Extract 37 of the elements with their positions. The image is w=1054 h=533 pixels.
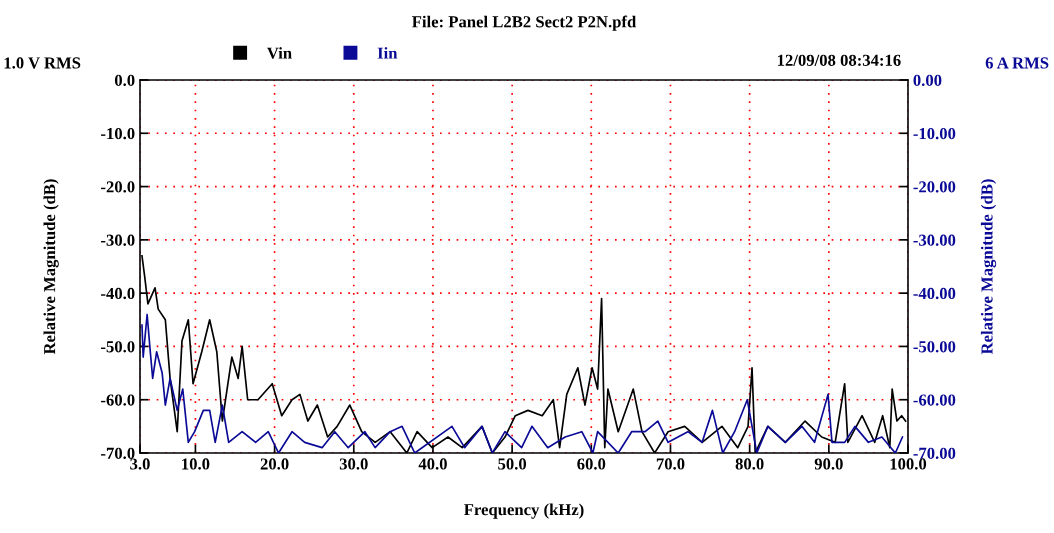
y-tick-label: -20.0: [101, 181, 135, 193]
y2-tick-label: -30.00: [913, 234, 956, 246]
y2-tick-label: -70.00: [913, 447, 956, 460]
y2-tick-label: -10.00: [913, 127, 956, 140]
y-tick-label: -30.0: [101, 234, 135, 246]
y-tick-label: -40.0: [101, 287, 135, 300]
text: 12/09/08 08:34:16: [777, 54, 901, 66]
y-tick-label: -10.0: [101, 127, 135, 140]
y-tick-label: -70.0: [101, 447, 135, 460]
x-tick-label: 50.0: [498, 458, 527, 470]
x-tick-label: 20.0: [260, 458, 289, 470]
x-tick-label: 10.0: [182, 458, 210, 470]
chart-title: File: Panel L2B2 Sect2 P2N.pfd: [412, 15, 637, 31]
y2-tick-label: -20.00: [913, 181, 956, 193]
text: 1.0 V RMS: [4, 57, 81, 69]
y-tick-label: -60.0: [101, 394, 135, 406]
y-tick-label: 0.0: [114, 74, 135, 87]
x-tick-label: 40.0: [418, 458, 447, 470]
y-tick-label: -50.0: [101, 341, 135, 353]
x-tick-label: 100.0: [890, 458, 927, 470]
y2-tick-label: 0.00: [913, 74, 942, 87]
x-axis-title: Frequency (kHz): [464, 503, 584, 519]
line-series: [141, 313, 904, 453]
y2-tick-label: -60.00: [913, 394, 956, 406]
x-tick-label: 90.0: [814, 458, 843, 470]
text: 6 A RMS: [985, 57, 1049, 69]
x-tick-label: 70.0: [656, 458, 685, 470]
y2-tick-label: -50.00: [913, 341, 956, 353]
legend-label: Vin: [266, 47, 292, 59]
x-tick-label: 80.0: [735, 458, 764, 470]
y2-tick-label: -40.00: [913, 287, 956, 300]
x-tick-label: 60.0: [577, 458, 606, 470]
x-tick-label: 3.0: [130, 458, 150, 470]
y2-axis-title: Relative Magnitude (dB): [980, 179, 997, 355]
y-axis-title: Relative Magnitude (dB): [43, 179, 59, 355]
legend-label: Iin: [377, 47, 398, 59]
x-tick-label: 30.0: [339, 458, 368, 470]
